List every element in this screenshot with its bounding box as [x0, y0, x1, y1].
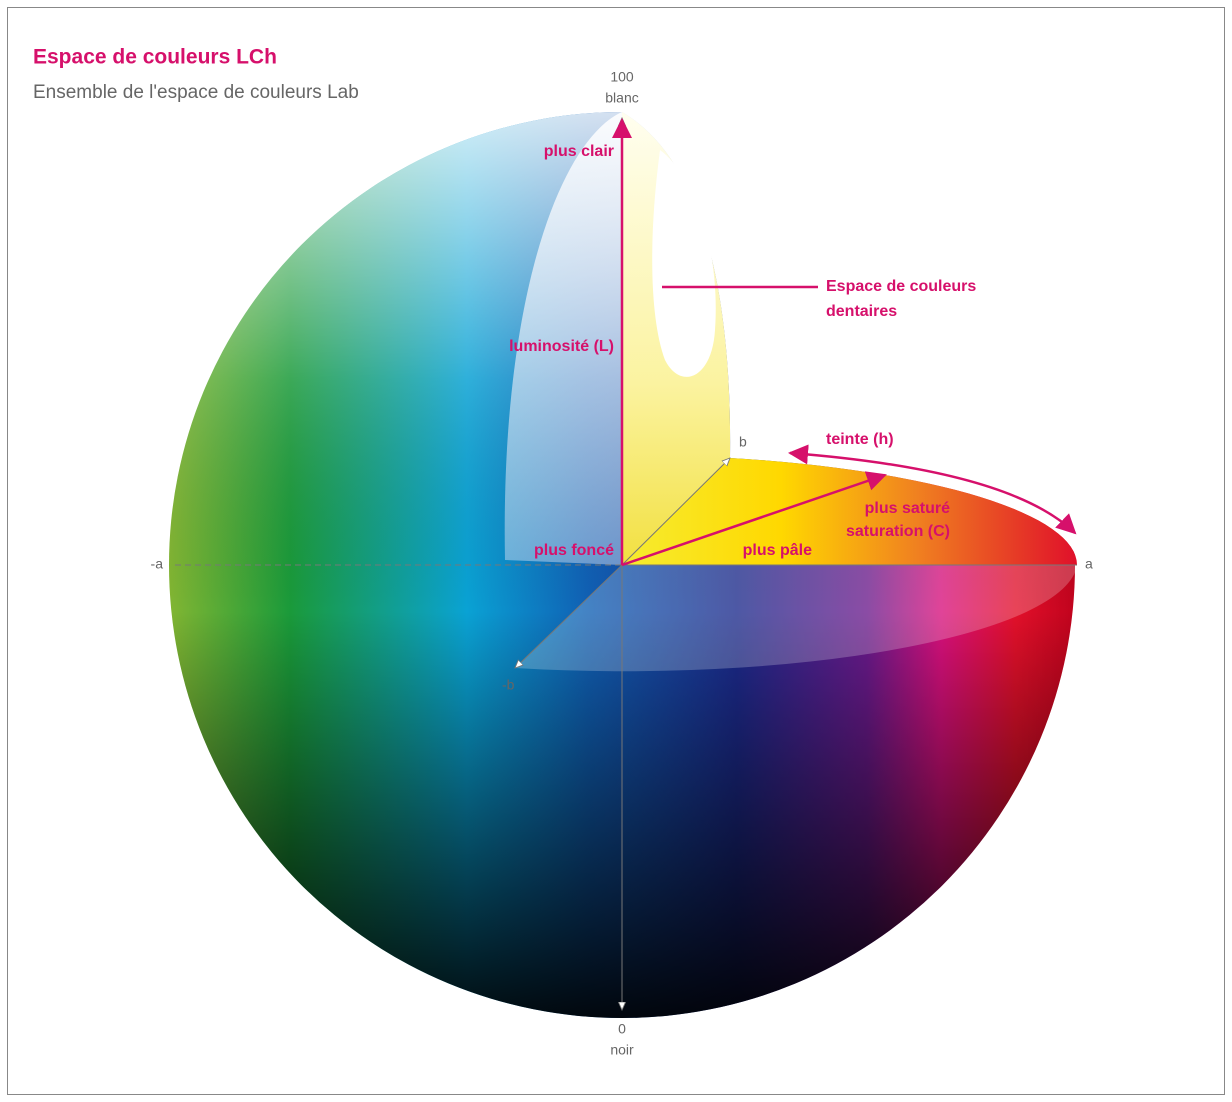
axis-label: 100 — [610, 69, 634, 85]
axis-label: 0 — [618, 1021, 626, 1037]
hue-arrow — [788, 444, 1077, 535]
annotation: teinte (h) — [826, 431, 894, 448]
annotation: luminosité (L) — [509, 338, 614, 355]
annotation: dentaires — [826, 303, 897, 320]
annotation: plus clair — [544, 143, 614, 160]
annotation: Espace de couleurs — [826, 278, 976, 295]
frame — [7, 7, 1225, 1095]
axis-label: blanc — [605, 90, 638, 106]
axis-label: -a — [151, 556, 164, 572]
title: Espace de couleurs LCh — [33, 46, 277, 69]
annotation: plus pâle — [743, 542, 812, 559]
axis-label: noir — [610, 1042, 634, 1058]
b-axis-neg — [515, 564, 623, 668]
axis-label: -b — [502, 677, 515, 693]
b-axis — [621, 458, 730, 566]
axis-label: b — [739, 434, 747, 450]
subtitle: Ensemble de l'espace de couleurs Lab — [33, 82, 359, 103]
axis-label: a — [1085, 556, 1093, 572]
annotation: plus foncé — [534, 542, 614, 559]
annotation: plus saturé — [865, 500, 950, 517]
dental-space — [652, 150, 716, 377]
annotation: saturation (C) — [846, 523, 950, 540]
